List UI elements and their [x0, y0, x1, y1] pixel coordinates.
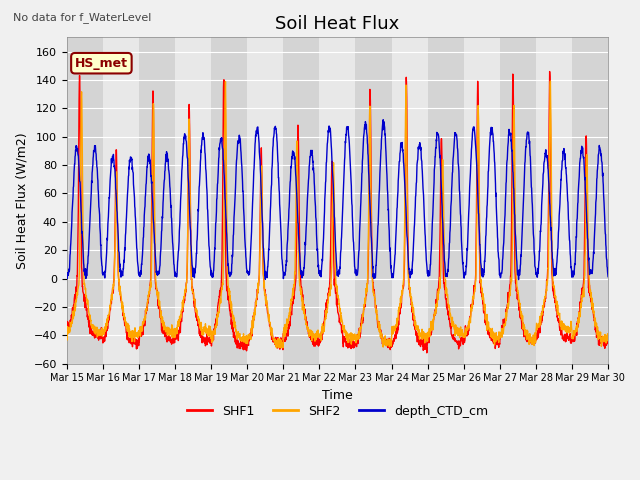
depth_CTD_cm: [365, 169, 372, 175]
Line: depth_CTD_cm: depth_CTD_cm: [67, 120, 608, 280]
Bar: [211, 37, 247, 364]
depth_CTD_cm: [515, 277, 522, 283]
Y-axis label: Soil Heat Flux (W/m2): Soil Heat Flux (W/m2): [15, 132, 28, 269]
SHF1: [495, 345, 502, 350]
SHF1: [365, 236, 372, 242]
SHF1: [63, 330, 70, 336]
depth_CTD_cm: [380, 117, 387, 122]
SHF1: [546, 69, 554, 74]
SHF2: [365, 182, 372, 188]
Bar: [536, 37, 572, 364]
Text: No data for f_WaterLevel: No data for f_WaterLevel: [13, 12, 151, 23]
SHF2: [572, 328, 580, 334]
SHF1: [214, 303, 221, 309]
SHF1: [353, 335, 361, 341]
depth_CTD_cm: [63, 273, 70, 278]
Legend: SHF1, SHF2, depth_CTD_cm: SHF1, SHF2, depth_CTD_cm: [182, 400, 493, 423]
Title: Soil Heat Flux: Soil Heat Flux: [275, 15, 399, 33]
Bar: [247, 37, 284, 364]
Text: HS_met: HS_met: [75, 57, 128, 70]
SHF2: [214, 312, 221, 318]
Bar: [464, 37, 500, 364]
Line: SHF2: SHF2: [67, 81, 608, 348]
Line: SHF1: SHF1: [67, 72, 608, 353]
SHF1: [604, 336, 612, 342]
depth_CTD_cm: [495, 255, 502, 261]
Bar: [500, 37, 536, 364]
SHF2: [273, 345, 280, 351]
Bar: [392, 37, 428, 364]
Bar: [103, 37, 139, 364]
SHF1: [572, 328, 580, 334]
SHF2: [547, 78, 554, 84]
SHF2: [353, 334, 361, 340]
SHF2: [63, 328, 70, 334]
depth_CTD_cm: [557, 184, 564, 190]
depth_CTD_cm: [353, 271, 361, 276]
Bar: [67, 37, 103, 364]
Bar: [175, 37, 211, 364]
X-axis label: Time: Time: [322, 389, 353, 402]
depth_CTD_cm: [604, 274, 612, 279]
depth_CTD_cm: [214, 180, 221, 186]
Bar: [319, 37, 355, 364]
SHF2: [495, 339, 502, 345]
SHF2: [557, 319, 564, 325]
depth_CTD_cm: [572, 249, 580, 255]
Bar: [355, 37, 392, 364]
Bar: [284, 37, 319, 364]
SHF2: [604, 336, 612, 342]
Bar: [139, 37, 175, 364]
SHF1: [423, 350, 431, 356]
Bar: [428, 37, 464, 364]
SHF1: [557, 323, 564, 329]
Bar: [572, 37, 608, 364]
